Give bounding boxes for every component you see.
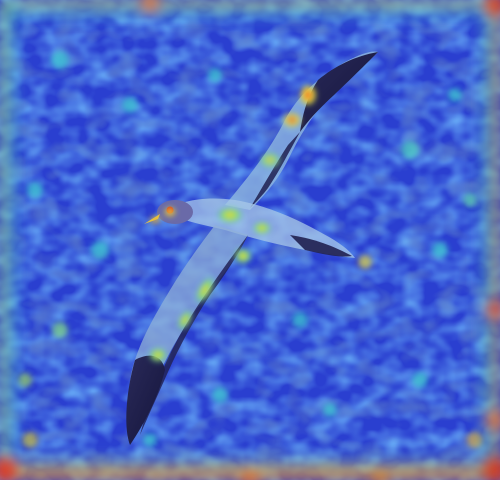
heat-spots [18, 51, 483, 448]
bird-left-wingtip [126, 355, 165, 445]
bird-tail [290, 235, 352, 257]
bird [126, 51, 378, 445]
bird-right-wing-edge [250, 132, 300, 208]
bird-heat [148, 84, 317, 363]
bird-right-wing [225, 51, 378, 211]
